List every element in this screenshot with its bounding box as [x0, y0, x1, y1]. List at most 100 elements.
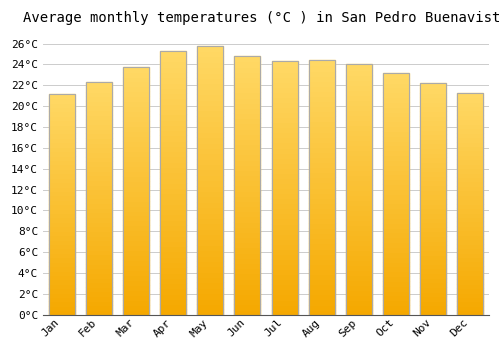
Bar [308, 147, 334, 152]
Bar [420, 148, 446, 153]
Bar [346, 84, 372, 90]
Bar [197, 159, 223, 164]
Bar [123, 77, 149, 82]
Bar [308, 244, 334, 248]
Bar [123, 136, 149, 141]
Bar [86, 124, 112, 129]
Bar [86, 87, 112, 91]
Bar [48, 94, 74, 98]
Bar [458, 204, 483, 208]
Bar [272, 71, 297, 77]
Bar [383, 276, 409, 281]
Bar [123, 235, 149, 240]
Bar [48, 288, 74, 293]
Bar [160, 283, 186, 288]
Bar [160, 251, 186, 257]
Bar [197, 245, 223, 250]
Bar [48, 138, 74, 142]
Bar [123, 265, 149, 270]
Bar [160, 88, 186, 93]
Bar [86, 259, 112, 264]
Bar [458, 310, 483, 315]
Bar [458, 124, 483, 128]
Bar [197, 46, 223, 51]
Bar [123, 275, 149, 280]
Bar [346, 290, 372, 295]
Bar [160, 236, 186, 241]
Bar [420, 130, 446, 134]
Bar [160, 220, 186, 225]
Bar [86, 91, 112, 96]
Bar [48, 301, 74, 306]
Bar [86, 222, 112, 226]
Bar [197, 277, 223, 282]
Bar [308, 254, 334, 259]
Bar [383, 228, 409, 232]
Bar [272, 188, 297, 193]
Bar [86, 245, 112, 250]
Bar [160, 278, 186, 283]
Bar [308, 228, 334, 233]
Bar [458, 115, 483, 119]
Bar [420, 306, 446, 310]
Bar [86, 184, 112, 189]
Bar [346, 110, 372, 114]
Bar [383, 237, 409, 242]
Bar [383, 126, 409, 131]
Bar [346, 164, 372, 170]
Bar [48, 244, 74, 248]
Bar [48, 151, 74, 156]
Bar [197, 288, 223, 293]
Bar [86, 236, 112, 240]
Bar [197, 282, 223, 288]
Bar [458, 186, 483, 190]
Bar [48, 142, 74, 147]
Bar [458, 293, 483, 297]
Bar [86, 147, 112, 152]
Bar [123, 310, 149, 315]
Bar [308, 213, 334, 218]
Bar [420, 194, 446, 199]
Bar [86, 254, 112, 259]
Bar [234, 247, 260, 253]
Bar [383, 174, 409, 179]
Bar [197, 196, 223, 202]
Bar [458, 173, 483, 177]
Bar [308, 106, 334, 111]
Bar [308, 162, 334, 167]
Bar [123, 116, 149, 121]
Bar [272, 193, 297, 198]
Bar [383, 88, 409, 92]
Bar [197, 51, 223, 56]
Bar [123, 86, 149, 91]
Bar [197, 121, 223, 126]
Bar [123, 166, 149, 171]
Bar [458, 159, 483, 164]
Bar [197, 73, 223, 78]
Bar [420, 292, 446, 296]
Bar [48, 297, 74, 301]
Bar [308, 203, 334, 208]
Bar [346, 240, 372, 245]
Bar [197, 202, 223, 207]
Bar [346, 205, 372, 210]
Bar [383, 252, 409, 257]
Bar [458, 199, 483, 204]
Bar [234, 191, 260, 196]
Bar [308, 60, 334, 315]
Bar [383, 203, 409, 208]
Bar [160, 241, 186, 246]
Bar [420, 273, 446, 278]
Bar [346, 295, 372, 300]
Bar [197, 83, 223, 89]
Bar [86, 292, 112, 296]
Bar [234, 103, 260, 108]
Bar [197, 266, 223, 272]
Bar [346, 70, 372, 75]
Bar [272, 178, 297, 183]
Bar [197, 256, 223, 261]
Bar [123, 146, 149, 151]
Bar [458, 297, 483, 301]
Bar [458, 93, 483, 315]
Bar [48, 275, 74, 279]
